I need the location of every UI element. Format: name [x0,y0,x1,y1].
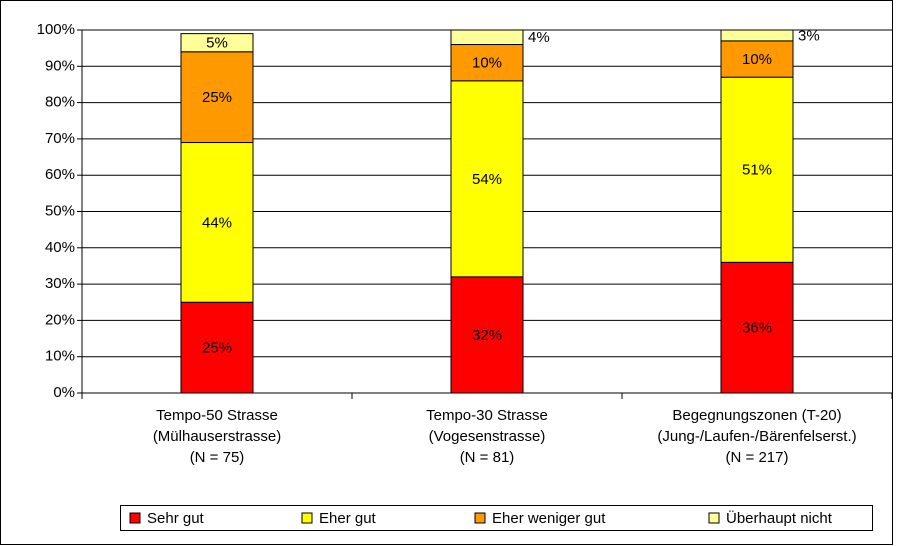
bar-segment [450,276,524,394]
legend-swatch [129,512,141,524]
y-tick-label: 40% [45,239,75,256]
y-tick-label: 0% [53,384,75,401]
x-tick-label: Tempo-30 Strasse (Vogesenstrasse) (N = 8… [426,407,548,466]
legend-label: Sehr gut [147,510,205,527]
y-tick-label: 70% [45,130,75,147]
bar-segment [450,44,524,82]
data-label: 25% [202,89,232,106]
data-label: 10% [472,55,502,72]
y-tick-label: 90% [45,57,75,74]
data-label: 4% [528,29,550,46]
bar-segment [450,29,524,46]
legend-swatch [301,512,313,524]
bar-segment [180,301,254,394]
data-label: 25% [202,340,232,357]
bar-segment [180,142,254,303]
y-tick-label: 20% [45,311,75,328]
x-tick-label: Tempo-50 Strasse (Mülhauserstrasse) (N =… [152,407,282,466]
data-label: 44% [202,214,232,231]
data-label: 3% [798,27,820,44]
legend-label: Eher weniger gut [492,510,606,527]
bar-segment [180,33,254,53]
y-tick-label: 100% [37,21,75,38]
y-tick-label: 60% [45,166,75,183]
data-label: 54% [472,171,502,188]
bar-segment [720,261,794,394]
legend-label: Eher gut [319,510,377,527]
legend-box [120,505,873,531]
data-label: 5% [206,35,228,52]
data-label: 51% [742,162,772,179]
bar-segment [720,76,794,263]
legend-swatch [474,512,486,524]
legend-label: Überhaupt nicht [726,509,833,527]
bar-segment [180,51,254,144]
y-tick-label: 30% [45,275,75,292]
legend-swatch [708,512,720,524]
data-label: 36% [742,320,772,337]
y-tick-label: 10% [45,348,75,365]
data-label: 32% [472,327,502,344]
bar-segment [720,29,794,42]
x-tick-label: Begegnungszonen (T-20) (Jung-/Laufen-/Bä… [657,407,857,466]
y-tick-label: 80% [45,94,75,111]
bar-segment [450,80,524,278]
data-label: 10% [742,51,772,68]
y-tick-label: 50% [45,202,75,219]
